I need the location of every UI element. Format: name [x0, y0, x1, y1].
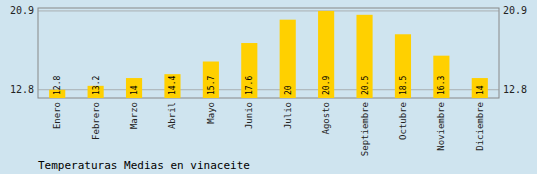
data-label: 20.9 — [322, 76, 331, 95]
data-label: 14.4 — [168, 76, 177, 95]
bars — [49, 11, 488, 98]
data-label: 13.2 — [92, 76, 101, 95]
data-label: 17.6 — [245, 76, 254, 95]
bar — [356, 15, 372, 98]
x-tick-label: Junio — [244, 102, 254, 129]
title: Temperaturas Medias en vinaceite — [38, 159, 250, 172]
bar — [433, 56, 449, 98]
data-label: 12.8 — [53, 76, 62, 95]
x-tick-label: Noviembre — [436, 102, 446, 151]
x-tick-label: Marzo — [129, 102, 139, 129]
x-tick-label: Abril — [167, 102, 177, 129]
x-tick-label: Agosto — [321, 102, 331, 135]
x-tick-label: Julio — [283, 102, 293, 129]
bar — [472, 78, 488, 98]
bar — [164, 74, 180, 98]
data-label: 20 — [284, 85, 293, 95]
y-tick-label: 20.9 — [10, 5, 34, 16]
data-label: 15.7 — [207, 76, 216, 95]
data-label: 18.5 — [399, 76, 408, 95]
data-label: 20.5 — [361, 76, 370, 95]
x-tick-label: Febrero — [91, 102, 101, 140]
data-label: 14 — [130, 85, 139, 95]
bar — [241, 43, 257, 98]
x-tick-label: Diciembre — [475, 102, 485, 151]
bar — [203, 62, 219, 98]
x-tick-label: Mayo — [206, 102, 216, 124]
bar — [126, 78, 142, 98]
x-tick-label: Enero — [52, 102, 62, 129]
y-tick-label: 12.8 — [10, 84, 34, 95]
grid-line — [38, 10, 499, 11]
data-label: 16.3 — [437, 76, 446, 95]
x-tick-label: Octubre — [398, 102, 408, 140]
plot-frame — [38, 8, 499, 98]
bar — [318, 11, 334, 98]
data-label: 14 — [476, 85, 485, 95]
x-tick-label: Septiembre — [360, 102, 370, 156]
y2-tick-label: 20.9 — [503, 5, 527, 16]
y2-tick-label: 12.8 — [503, 84, 527, 95]
grid-line — [38, 89, 499, 90]
bar — [280, 20, 296, 98]
chart: 20.9 20.9 12.8 12.8 12.8 13.2 14 14.4 15.7 17.6 20… — [0, 0, 537, 174]
bar — [395, 34, 411, 98]
